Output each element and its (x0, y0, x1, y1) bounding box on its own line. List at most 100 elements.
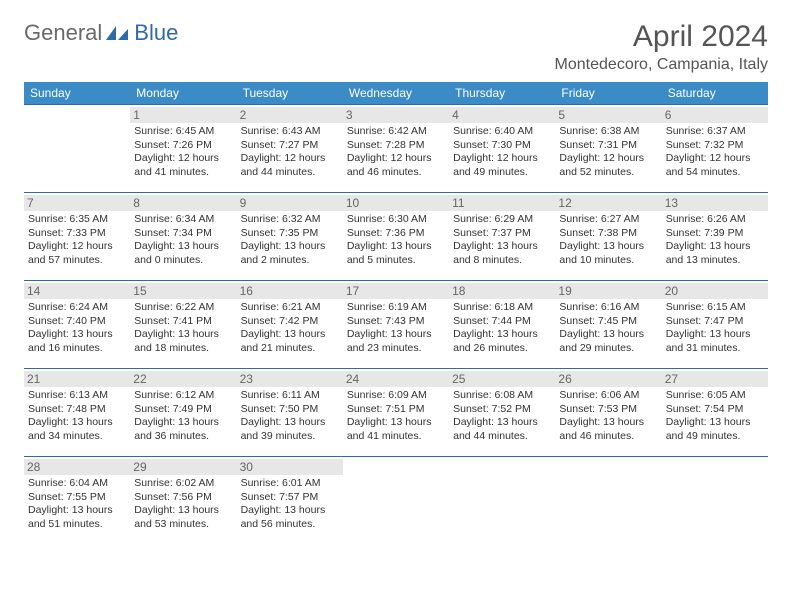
calendar-day-cell: 17Sunrise: 6:19 AMSunset: 7:43 PMDayligh… (343, 281, 449, 369)
day-info-line: Daylight: 13 hours (559, 328, 657, 342)
day-info-line: and 54 minutes. (666, 166, 764, 180)
day-number: 9 (237, 195, 343, 211)
day-info-line: Sunrise: 6:19 AM (347, 301, 445, 315)
day-info-line: Daylight: 13 hours (347, 416, 445, 430)
day-info-line: Daylight: 13 hours (347, 328, 445, 342)
day-info-line: Daylight: 12 hours (559, 152, 657, 166)
day-number: 28 (24, 459, 130, 475)
day-info-line: Sunrise: 6:32 AM (241, 213, 339, 227)
calendar-day-cell: 6Sunrise: 6:37 AMSunset: 7:32 PMDaylight… (662, 105, 768, 193)
day-number: 6 (662, 107, 768, 123)
day-info-line: Sunrise: 6:37 AM (666, 125, 764, 139)
day-info-line: Sunset: 7:47 PM (666, 315, 764, 329)
day-info-line: and 41 minutes. (347, 430, 445, 444)
weekday-header: Wednesday (343, 82, 449, 105)
calendar-day-cell (662, 457, 768, 545)
logo-text-blue: Blue (134, 20, 178, 46)
day-info-line: and 39 minutes. (241, 430, 339, 444)
day-info-line: Daylight: 12 hours (666, 152, 764, 166)
day-info-line: Sunset: 7:50 PM (241, 403, 339, 417)
day-number: 3 (343, 107, 449, 123)
day-info-line: Daylight: 13 hours (453, 416, 551, 430)
day-info-line: Sunset: 7:57 PM (241, 491, 339, 505)
day-number: 26 (555, 371, 661, 387)
day-info-line: Sunset: 7:49 PM (134, 403, 232, 417)
calendar-week-row: 1Sunrise: 6:45 AMSunset: 7:26 PMDaylight… (24, 105, 768, 193)
day-info-line: Sunrise: 6:02 AM (134, 477, 232, 491)
day-info-line: Daylight: 13 hours (241, 328, 339, 342)
day-info-line: Daylight: 13 hours (559, 240, 657, 254)
logo-text-general: General (24, 20, 102, 46)
day-info-line: and 49 minutes. (666, 430, 764, 444)
day-info-line: Sunrise: 6:15 AM (666, 301, 764, 315)
weekday-header: Monday (130, 82, 236, 105)
day-number: 23 (237, 371, 343, 387)
day-info-line: Sunrise: 6:05 AM (666, 389, 764, 403)
day-info-line: Daylight: 13 hours (28, 416, 126, 430)
day-info-line: Daylight: 13 hours (666, 328, 764, 342)
day-info-line: Sunset: 7:43 PM (347, 315, 445, 329)
day-info-line: Sunrise: 6:18 AM (453, 301, 551, 315)
day-info-line: and 51 minutes. (28, 518, 126, 532)
day-info-line: Sunset: 7:34 PM (134, 227, 232, 241)
day-info-line: Daylight: 13 hours (559, 416, 657, 430)
day-number: 5 (555, 107, 661, 123)
calendar-day-cell: 27Sunrise: 6:05 AMSunset: 7:54 PMDayligh… (662, 369, 768, 457)
day-info-line: Sunset: 7:39 PM (666, 227, 764, 241)
day-info-line: and 21 minutes. (241, 342, 339, 356)
day-info-line: Sunrise: 6:27 AM (559, 213, 657, 227)
day-info-line: Sunset: 7:31 PM (559, 139, 657, 153)
day-info-line: Sunrise: 6:29 AM (453, 213, 551, 227)
day-info-line: Daylight: 13 hours (134, 504, 232, 518)
day-info-line: Daylight: 13 hours (453, 240, 551, 254)
day-info-line: and 26 minutes. (453, 342, 551, 356)
day-info-line: Sunset: 7:38 PM (559, 227, 657, 241)
calendar-day-cell: 5Sunrise: 6:38 AMSunset: 7:31 PMDaylight… (555, 105, 661, 193)
day-info-line: and 49 minutes. (453, 166, 551, 180)
day-info-line: Sunset: 7:42 PM (241, 315, 339, 329)
day-info-line: Sunrise: 6:13 AM (28, 389, 126, 403)
weekday-header: Saturday (662, 82, 768, 105)
month-title: April 2024 (555, 20, 768, 54)
day-info-line: and 53 minutes. (134, 518, 232, 532)
day-info-line: Sunrise: 6:04 AM (28, 477, 126, 491)
day-info-line: and 57 minutes. (28, 254, 126, 268)
calendar-page: General Blue April 2024 Montedecoro, Cam… (0, 0, 792, 565)
calendar-day-cell (555, 457, 661, 545)
day-info-line: and 2 minutes. (241, 254, 339, 268)
location: Montedecoro, Campania, Italy (555, 56, 768, 74)
day-info-line: Daylight: 12 hours (134, 152, 232, 166)
day-info-line: and 52 minutes. (559, 166, 657, 180)
day-info-line: Sunset: 7:35 PM (241, 227, 339, 241)
day-number: 2 (237, 107, 343, 123)
calendar-day-cell: 23Sunrise: 6:11 AMSunset: 7:50 PMDayligh… (237, 369, 343, 457)
day-info-line: Daylight: 13 hours (347, 240, 445, 254)
day-info-line: Sunrise: 6:42 AM (347, 125, 445, 139)
day-info-line: and 18 minutes. (134, 342, 232, 356)
day-info-line: Daylight: 13 hours (134, 240, 232, 254)
calendar-day-cell: 12Sunrise: 6:27 AMSunset: 7:38 PMDayligh… (555, 193, 661, 281)
day-number: 25 (449, 371, 555, 387)
day-info-line: Sunrise: 6:01 AM (241, 477, 339, 491)
day-info-line: and 0 minutes. (134, 254, 232, 268)
calendar-week-row: 14Sunrise: 6:24 AMSunset: 7:40 PMDayligh… (24, 281, 768, 369)
day-info-line: Sunset: 7:28 PM (347, 139, 445, 153)
day-info-line: Sunset: 7:54 PM (666, 403, 764, 417)
day-number: 10 (343, 195, 449, 211)
day-info-line: and 10 minutes. (559, 254, 657, 268)
day-number: 24 (343, 371, 449, 387)
day-number: 18 (449, 283, 555, 299)
day-info-line: and 16 minutes. (28, 342, 126, 356)
day-number: 1 (130, 107, 236, 123)
calendar-week-row: 21Sunrise: 6:13 AMSunset: 7:48 PMDayligh… (24, 369, 768, 457)
calendar-day-cell: 20Sunrise: 6:15 AMSunset: 7:47 PMDayligh… (662, 281, 768, 369)
day-info-line: Sunrise: 6:16 AM (559, 301, 657, 315)
weekday-header: Sunday (24, 82, 130, 105)
day-info-line: Sunrise: 6:09 AM (347, 389, 445, 403)
day-number: 27 (662, 371, 768, 387)
day-number: 29 (130, 459, 236, 475)
day-number: 11 (449, 195, 555, 211)
day-number: 21 (24, 371, 130, 387)
day-info-line: and 23 minutes. (347, 342, 445, 356)
calendar-day-cell: 28Sunrise: 6:04 AMSunset: 7:55 PMDayligh… (24, 457, 130, 545)
